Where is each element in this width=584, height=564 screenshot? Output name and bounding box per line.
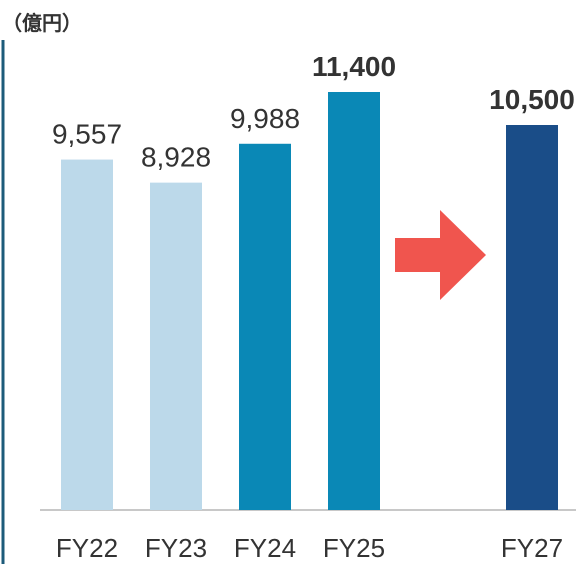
bar — [150, 182, 202, 510]
x-tick-label: FY22 — [56, 533, 118, 563]
arrow-shape — [395, 210, 486, 300]
bar — [239, 143, 291, 511]
value-label: 10,500 — [489, 84, 575, 115]
x-tick-label: FY23 — [145, 533, 207, 563]
x-tick-label: FY24 — [234, 533, 296, 563]
bar — [506, 125, 558, 510]
value-label: 8,928 — [141, 142, 211, 173]
bar — [328, 92, 380, 510]
unit-label: （億円） — [2, 11, 82, 35]
x-tick-label: FY25 — [323, 533, 385, 563]
value-label: 9,988 — [230, 103, 300, 134]
value-label: 9,557 — [52, 119, 122, 150]
value-label: 11,400 — [312, 51, 396, 82]
bar — [61, 159, 113, 510]
arrow — [395, 210, 486, 300]
x-tick-label: FY27 — [501, 533, 563, 563]
